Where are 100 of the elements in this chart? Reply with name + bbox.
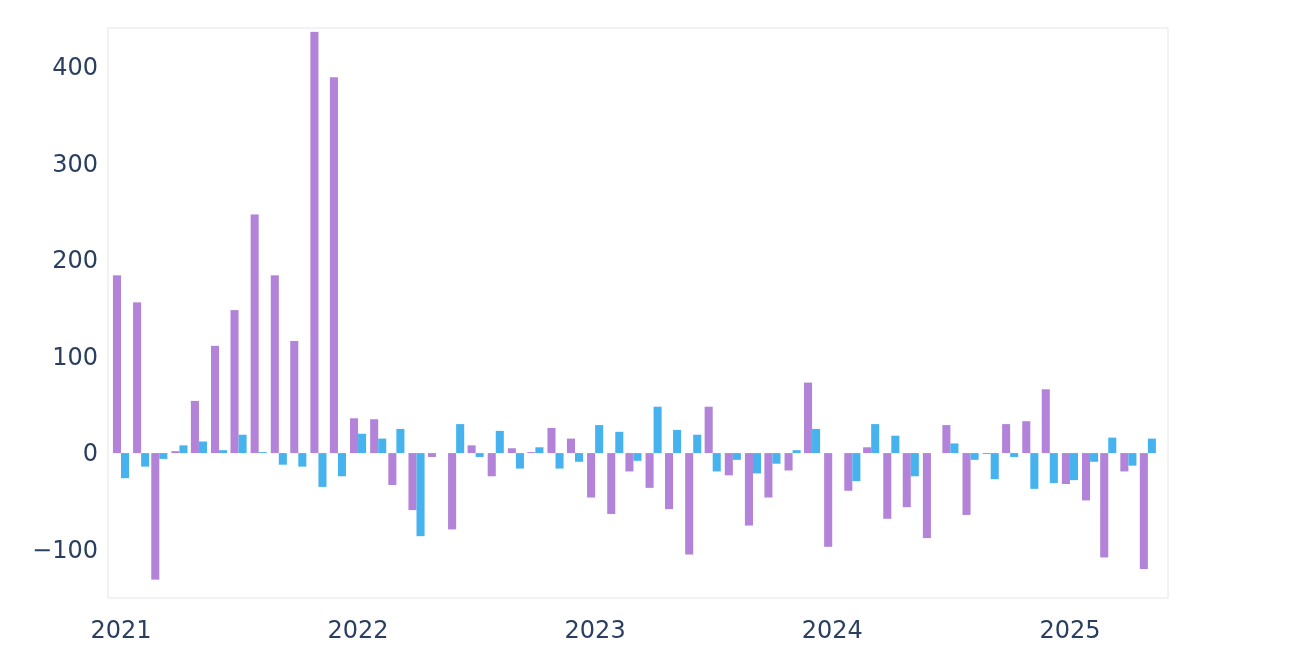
bar [467,445,476,454]
bar [922,453,931,539]
bar [1100,453,1109,558]
y-tick-label: 100 [52,342,98,371]
bar [112,275,121,454]
bar [290,341,299,454]
bar [693,434,702,454]
bar [408,453,417,511]
y-tick-label: 300 [52,149,98,178]
bar [784,453,793,471]
bar [456,424,465,454]
bar [633,453,642,461]
bar [871,424,880,454]
bar [1002,424,1011,454]
bar [159,453,168,459]
bar [595,425,604,454]
bar [812,428,821,454]
bar [1139,453,1148,570]
y-tick-label: 0 [82,439,98,468]
x-tick-label: 2021 [90,616,152,644]
bar [298,453,307,467]
bar [566,438,575,454]
bar [990,453,999,480]
bar [1147,438,1156,454]
bar [615,431,624,454]
bar [396,428,405,454]
bar [1069,453,1078,481]
bar [970,453,979,460]
bar [329,77,338,454]
y-tick-label: 400 [52,53,98,82]
bar [238,434,247,454]
x-tick-label: 2024 [801,616,863,644]
bar [883,453,892,519]
bar [1022,421,1031,454]
bar [416,453,425,537]
bar [151,453,160,580]
bar [902,453,911,508]
bar [507,448,516,454]
x-tick-label: 2023 [564,616,626,644]
bar [744,453,753,526]
bar [555,453,564,469]
y-tick-label: −100 [32,536,98,565]
bar [179,445,188,454]
bar [1041,389,1050,454]
bar [764,453,773,498]
bar [732,453,741,460]
bar [358,433,367,454]
bar [685,453,694,555]
x-tick-label: 2025 [1039,616,1101,644]
bar [607,453,616,514]
bar [910,453,919,477]
bar [950,443,959,454]
bar [852,453,861,482]
bar [1108,437,1117,454]
bar [250,214,259,454]
bar [487,453,496,477]
bar [942,425,951,454]
bar [475,453,484,457]
bar [198,441,207,454]
bar [310,31,319,454]
bar [495,430,504,454]
bar [370,419,379,454]
bar [388,453,397,485]
bar [133,302,142,454]
bar [120,453,130,479]
bar [962,453,971,515]
bar [448,453,457,530]
bar [337,453,346,477]
bar [230,310,239,454]
bar [219,450,228,454]
bar [535,447,544,454]
bar [712,453,721,472]
bar [1030,453,1039,489]
bar [752,453,762,474]
bar [270,275,279,454]
bar [863,447,872,454]
bar [645,453,654,488]
bar [1010,453,1019,457]
bar [792,450,801,454]
bar [1128,453,1137,466]
bar [673,429,682,454]
bar [211,345,220,454]
bar [1090,453,1099,462]
bar [844,453,853,491]
bar [515,453,524,469]
bar [278,453,287,465]
bar [724,453,733,476]
bar [1049,453,1058,484]
bar [427,453,436,457]
bar [318,453,327,487]
bar [378,438,387,454]
bar [575,453,584,462]
bar [1120,453,1129,472]
bar [190,400,199,454]
bar [625,453,634,472]
bar [704,406,713,454]
bar [772,453,781,464]
y-tick-label: 200 [52,246,98,275]
bar [665,453,674,510]
bar [804,382,813,454]
